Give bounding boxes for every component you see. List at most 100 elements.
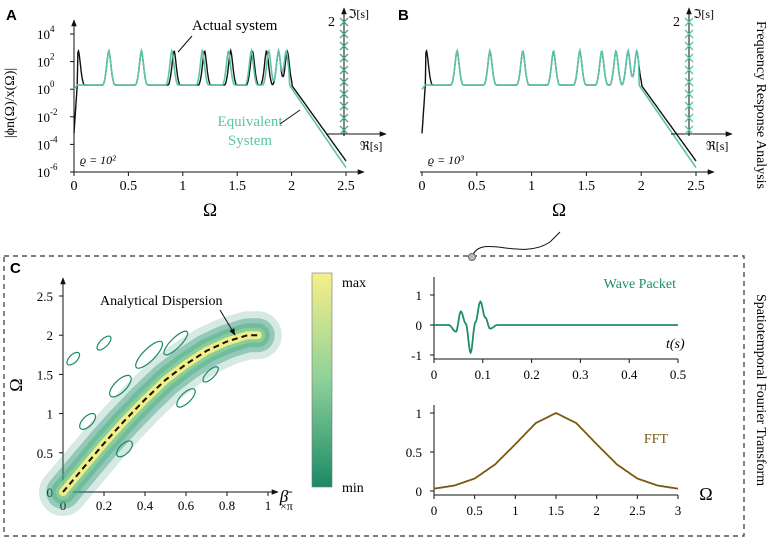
heatmap-contour-loop (109, 374, 132, 398)
heatmap-x-tick-label: 1 (265, 498, 272, 513)
panel-a-x-tick-label: 1 (179, 179, 186, 194)
heatmap-y-tick-label: 0 (47, 485, 54, 500)
panel-a-y-tick-label: 10 (37, 110, 50, 125)
panel-c-dashed-box (3, 255, 745, 537)
panel-b-pole-marker (684, 113, 694, 123)
heatmap-x-unit: ×π (280, 499, 293, 513)
heatmap-y-tick-label: 2.5 (37, 289, 53, 304)
panel-a-y-tick-exp: -4 (50, 134, 58, 144)
fft-y-tick-label: 0.5 (406, 445, 422, 460)
heatmap-y-tick-label: 0.5 (37, 446, 53, 461)
annotation-actual-leader (177, 35, 193, 53)
panel-b-x-tick-label: 0 (419, 179, 426, 194)
panel-b-pole-marker (684, 77, 694, 87)
panel-a-y-tick-exp: 0 (50, 79, 55, 89)
connector-dot (468, 253, 476, 261)
panel-b-x-tick-label: 2 (638, 179, 645, 194)
fft-x-tick-label: 1 (512, 503, 519, 518)
dispersion-leader (219, 309, 236, 336)
panel-b-rho-label: ϱ = 10³ (428, 153, 464, 167)
panel-a-pole-marker (339, 41, 349, 51)
panel-b-x-tick-label: 2.5 (687, 179, 705, 194)
panel-letter-b: B (398, 7, 409, 24)
panel-a-y-tick-exp: 4 (50, 24, 55, 34)
heatmap-contour-loop (79, 412, 97, 430)
panel-a-y-axis-label: |ϕn(Ω)/x(Ω)| (3, 68, 18, 138)
annotation-equivalent-leader (279, 109, 301, 125)
panel-a-series-actual (73, 48, 347, 162)
heatmap-contour-loop (96, 335, 112, 351)
heatmap-y-axis-label: Ω (6, 378, 26, 391)
wave-x-axis-label: t(s) (666, 337, 685, 352)
panel-a-x-tick-label: 1.5 (228, 179, 246, 194)
panel-c-wave-packet: 1 0 -1 0 0.1 0.2 0.3 0.4 0.5 t(s) Wave Packet (411, 277, 686, 382)
panel-a-rho-label: ϱ = 10² (80, 153, 116, 167)
wave-title: Wave Packet (604, 277, 676, 292)
panel-b-inset-imag-label: ℑ[s] (693, 7, 714, 21)
dispersion-curve (62, 334, 258, 493)
fft-x-tick-label: 3 (675, 503, 682, 518)
colorbar-min-label: min (342, 481, 364, 496)
side-label-spatiotemporal: Spatiotemporal Fourier Transform (753, 294, 767, 486)
panel-a-y-tick-label: 10 (37, 165, 50, 180)
heatmap-y-tick-label: 1 (47, 407, 54, 422)
fft-title: FFT (644, 432, 669, 447)
panel-a-y-tick-label: 10 (37, 137, 50, 152)
wave-x-tick-label: 0.5 (670, 367, 686, 382)
heatmap-x-tick-label: 0.6 (178, 498, 195, 513)
wave-y-tick-label: 0 (416, 318, 423, 333)
fft-x-tick-label: 2 (593, 503, 600, 518)
panel-a-inset-real-label: ℜ[s] (360, 139, 382, 153)
panel-a-y-tick-exp: -6 (50, 162, 58, 172)
panel-a-x-tick-label: 0 (71, 179, 78, 194)
wave-x-tick-label: 0.2 (523, 367, 539, 382)
fft-x-tick-label: 1.5 (548, 503, 564, 518)
fft-y-tick-label: 1 (416, 406, 423, 421)
wave-x-tick-label: 0.3 (572, 367, 588, 382)
wave-x-tick-label: 0.1 (475, 367, 491, 382)
panel-c-fft: 1 0.5 00 0.5 1 1.5 2 2.5 3 Ω FFT (406, 405, 713, 518)
panel-a-pole-marker (339, 65, 349, 75)
colorbar-max-label: max (342, 276, 366, 291)
panel-b-pole-marker (684, 125, 694, 135)
panel-a-pole-marker (339, 77, 349, 87)
fft-y-tick-label: 0 (416, 484, 423, 499)
panel-a-pole-marker (339, 125, 349, 135)
fft-x-tick-label: 0.5 (467, 503, 483, 518)
wave-y-tick-label: 1 (416, 288, 423, 303)
panel-a-pole-marker (339, 17, 349, 27)
panel-b-pole-marker (684, 53, 694, 63)
heatmap-y-tick-label: 1.5 (37, 367, 53, 382)
panel-a-series-equivalent (73, 47, 347, 169)
panel-b-x-tick-label: 1.5 (578, 179, 596, 194)
panel-b-series-actual (421, 48, 697, 162)
annotation-actual-system: Actual system (192, 18, 278, 34)
heatmap-contour-loop (202, 366, 219, 383)
annotation-system: System (228, 133, 273, 149)
heatmap-x-tick-label: 0.8 (219, 498, 235, 513)
panel-b-pole-marker (684, 89, 694, 99)
panel-b-pole-marker (684, 65, 694, 75)
colorbar-gradient (311, 272, 333, 488)
connector-line (471, 231, 561, 258)
wave-x-tick-label: 0.4 (621, 367, 638, 382)
heatmap-x-tick-label: 0.2 (96, 498, 112, 513)
fft-x-tick-label: 2.5 (629, 503, 645, 518)
fft-line (433, 411, 679, 490)
panel-b-inset-real-label: ℜ[s] (706, 139, 728, 153)
panel-b-pole-marker (684, 101, 694, 111)
panel-a-x-tick-label: 2 (288, 179, 295, 194)
panel-a-pole-marker (339, 101, 349, 111)
panel-a-pole-marker (339, 29, 349, 39)
panel-a-pole-marker (339, 89, 349, 99)
panel-b: 0 0.5 1 1.5 2 2.5 Ωϱ = 10³ ℑ[s] ℜ[s] 2 (419, 7, 733, 221)
panel-b-series-equivalent (421, 47, 697, 169)
panel-b-x-axis-label: Ω (552, 200, 566, 221)
panel-letter-a: A (6, 7, 17, 24)
panel-a-inset-imag-label: ℑ[s] (348, 7, 369, 21)
side-label-frequency-response: Frequency Response Analysis (753, 21, 767, 189)
heatmap-contour-loop (176, 388, 196, 408)
dispersion-label: Analytical Dispersion (100, 294, 222, 309)
